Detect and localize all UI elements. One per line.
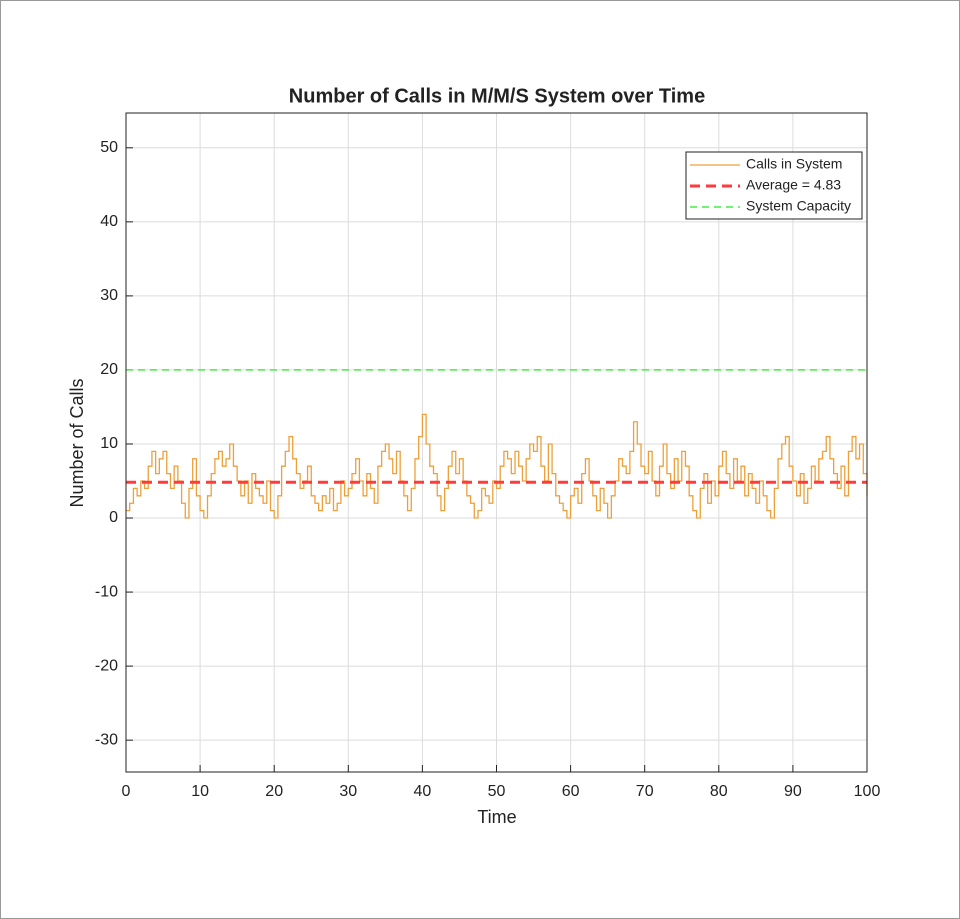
legend-label: Calls in System	[746, 156, 842, 172]
legend-label: System Capacity	[746, 198, 851, 214]
y-tick-label: -30	[95, 731, 118, 748]
axes-box	[125, 112, 868, 773]
x-tick-label: 10	[191, 783, 209, 800]
chart-title: Number of Calls in M/M/S System over Tim…	[289, 85, 705, 107]
y-tick-label: -10	[95, 583, 118, 600]
y-tick-label: 20	[100, 361, 118, 378]
x-tick-label: 60	[562, 783, 580, 800]
y-tick-label: 0	[109, 509, 118, 526]
y-axis-label: Number of Calls	[67, 378, 87, 507]
y-tick-label: -20	[95, 657, 118, 674]
x-tick-label: 30	[339, 783, 357, 800]
data-line	[126, 413, 868, 519]
y-tick-label: 30	[100, 287, 118, 304]
x-tick-label: 20	[265, 783, 283, 800]
x-tick-label: 70	[636, 783, 654, 800]
y-tick-label: 40	[100, 213, 118, 230]
y-tick-label: 50	[100, 139, 118, 156]
x-axis-label: Time	[477, 807, 516, 827]
x-tick-label: 0	[122, 783, 131, 800]
y-tick-label: 10	[100, 435, 118, 452]
legend-label: Average = 4.83	[746, 177, 841, 193]
x-tick-label: 40	[414, 783, 432, 800]
x-tick-label: 100	[854, 783, 881, 800]
x-tick-label: 90	[784, 783, 802, 800]
x-tick-label: 50	[488, 783, 506, 800]
x-tick-label: 80	[710, 783, 728, 800]
